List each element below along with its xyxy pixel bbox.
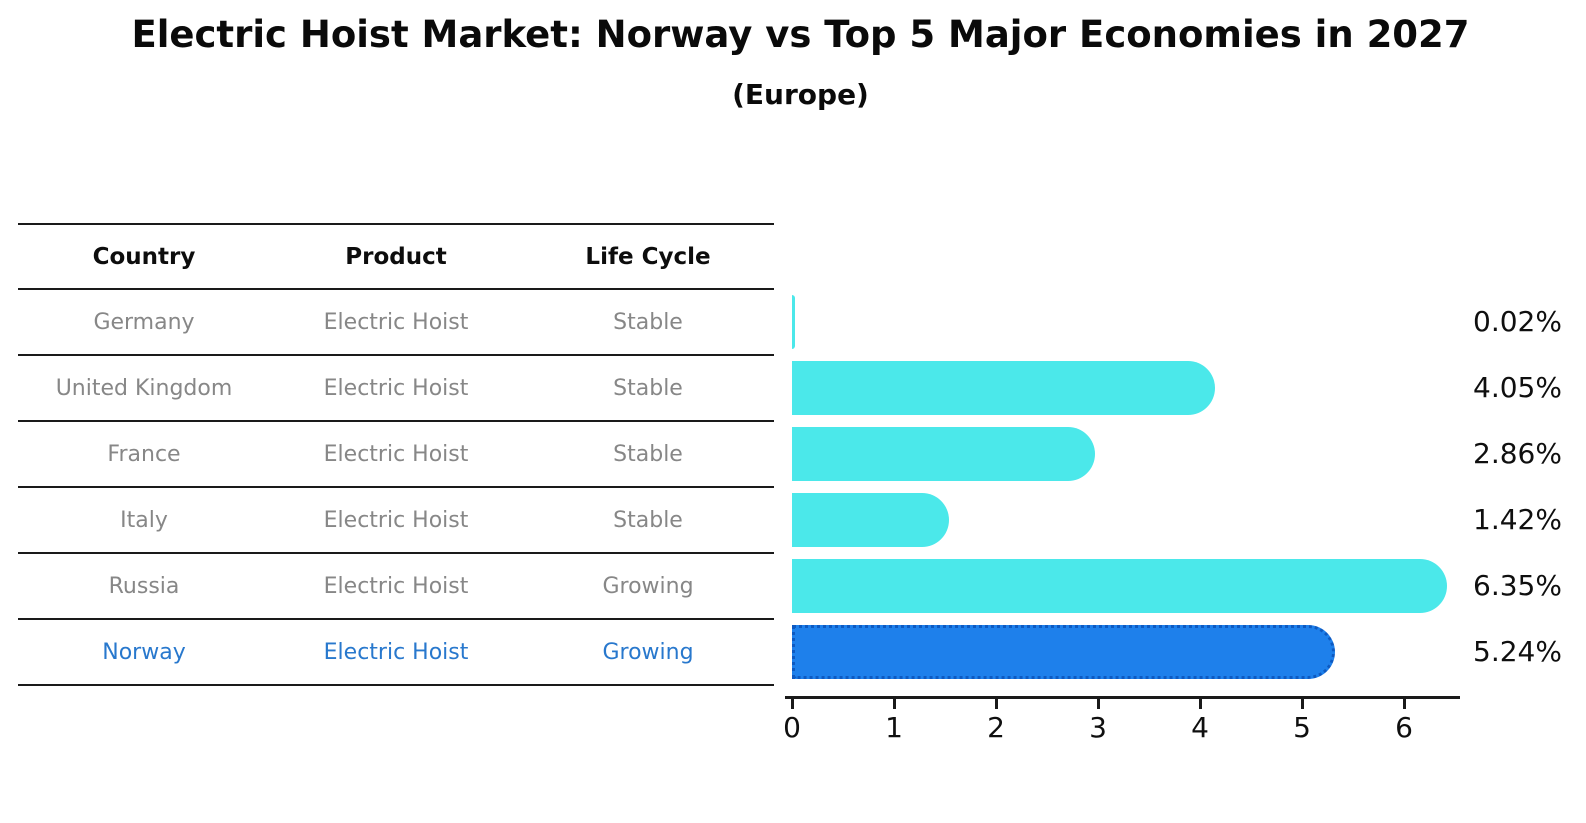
country-cell: Russia bbox=[108, 573, 180, 599]
bar-norway bbox=[792, 625, 1336, 679]
table-row-france: France Electric Hoist Stable bbox=[18, 422, 774, 488]
x-tick-label-0: 0 bbox=[783, 711, 801, 744]
life-cycle-cell: Growing bbox=[602, 639, 694, 665]
x-tick-1 bbox=[893, 699, 896, 709]
x-tick-4 bbox=[1199, 699, 1202, 709]
x-tick-label-3: 3 bbox=[1089, 711, 1107, 744]
bar-russia bbox=[792, 559, 1448, 613]
country-cell: France bbox=[107, 441, 181, 467]
table-row-russia: Russia Electric Hoist Growing bbox=[18, 554, 774, 620]
life-cycle-cell: Stable bbox=[613, 507, 683, 533]
product-cell: Electric Hoist bbox=[323, 375, 469, 401]
chart-title: Electric Hoist Market: Norway vs Top 5 M… bbox=[131, 13, 1470, 56]
table-header-country: Country bbox=[92, 243, 196, 270]
table-row-norway: Norway Electric Hoist Growing bbox=[18, 620, 774, 686]
x-tick-3 bbox=[1097, 699, 1100, 709]
product-cell: Electric Hoist bbox=[323, 441, 469, 467]
table-header-product: Product bbox=[345, 243, 447, 270]
product-cell: Electric Hoist bbox=[323, 309, 469, 335]
x-tick-5 bbox=[1301, 699, 1304, 709]
life-cycle-cell: Stable bbox=[613, 441, 683, 467]
bar-france bbox=[792, 427, 1095, 481]
chart-subtitle: (Europe) bbox=[732, 78, 869, 111]
value-label-germany: 0.02% bbox=[1473, 305, 1562, 338]
x-axis-line bbox=[785, 696, 1460, 699]
bar-germany bbox=[792, 295, 795, 349]
value-label-italy: 1.42% bbox=[1473, 503, 1562, 536]
table-header-row: Country Product Life Cycle bbox=[18, 223, 774, 290]
value-label-france: 2.86% bbox=[1473, 437, 1562, 470]
product-cell: Electric Hoist bbox=[323, 639, 469, 665]
product-cell: Electric Hoist bbox=[323, 507, 469, 533]
x-tick-label-5: 5 bbox=[1293, 711, 1311, 744]
x-tick-label-1: 1 bbox=[885, 711, 903, 744]
value-label-united-kingdom: 4.05% bbox=[1473, 371, 1562, 404]
x-tick-label-4: 4 bbox=[1191, 711, 1209, 744]
bar-united-kingdom bbox=[792, 361, 1216, 415]
life-cycle-cell: Growing bbox=[602, 573, 694, 599]
product-cell: Electric Hoist bbox=[323, 573, 469, 599]
table-header-life-cycle: Life Cycle bbox=[585, 243, 711, 270]
country-cell: Italy bbox=[120, 507, 168, 533]
country-cell: Germany bbox=[93, 309, 195, 335]
life-cycle-cell: Stable bbox=[613, 309, 683, 335]
country-cell: Norway bbox=[102, 639, 186, 665]
bar-italy bbox=[792, 493, 950, 547]
x-tick-6 bbox=[1403, 699, 1406, 709]
x-tick-label-6: 6 bbox=[1395, 711, 1413, 744]
value-label-russia: 6.35% bbox=[1473, 569, 1562, 602]
x-tick-label-2: 2 bbox=[987, 711, 1005, 744]
table-row-germany: Germany Electric Hoist Stable bbox=[18, 290, 774, 356]
life-cycle-cell: Stable bbox=[613, 375, 683, 401]
country-table: Country Product Life Cycle Germany Elect… bbox=[18, 223, 774, 686]
country-cell: United Kingdom bbox=[55, 375, 233, 401]
x-tick-2 bbox=[995, 699, 998, 709]
table-row-italy: Italy Electric Hoist Stable bbox=[18, 488, 774, 554]
value-label-norway: 5.24% bbox=[1473, 635, 1562, 668]
x-tick-0 bbox=[791, 699, 794, 709]
table-row-united-kingdom: United Kingdom Electric Hoist Stable bbox=[18, 356, 774, 422]
